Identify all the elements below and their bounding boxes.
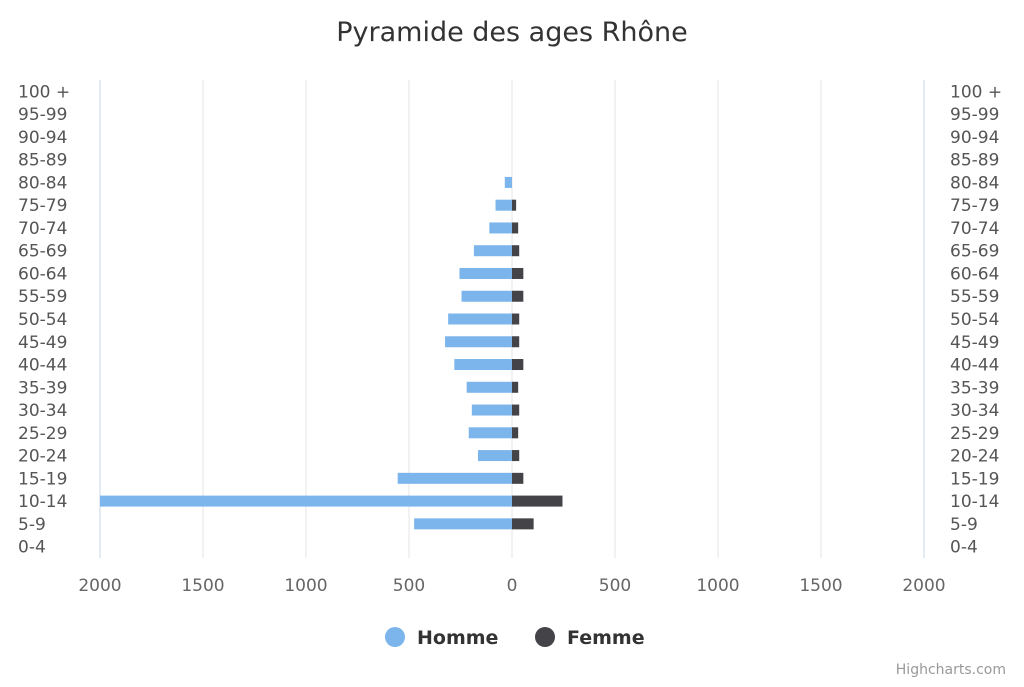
category-label-left: 35-39	[18, 378, 67, 398]
category-label-left: 55-59	[18, 287, 67, 307]
category-label-left: 85-89	[18, 151, 67, 171]
bar-femme-5-9[interactable]	[512, 518, 534, 530]
bar-femme-75-79[interactable]	[512, 199, 517, 211]
category-label-right: 35-39	[950, 378, 999, 398]
category-label-right: 25-29	[950, 424, 999, 444]
x-axis-tick-labels: 2000 1500 1000 500 0 500 1000 1500 2000	[78, 576, 945, 596]
bar-homme-20-24[interactable]	[478, 450, 512, 462]
bar-femme-40-44[interactable]	[512, 359, 524, 371]
legend[interactable]: Homme Femme	[385, 627, 645, 649]
category-label-left: 25-29	[18, 424, 67, 444]
bar-homme-35-39[interactable]	[466, 381, 512, 393]
category-label-left: 10-14	[18, 492, 67, 512]
bar-femme-35-39[interactable]	[512, 381, 519, 393]
category-label-left: 45-49	[18, 333, 67, 353]
category-label-left: 40-44	[18, 356, 67, 376]
bars	[100, 176, 563, 530]
chart-title: Pyramide des ages Rhône	[336, 17, 688, 48]
bar-femme-30-34[interactable]	[512, 404, 520, 416]
x-tick-label: 0	[507, 576, 518, 596]
bar-homme-70-74[interactable]	[489, 222, 512, 234]
category-label-right: 100 +	[950, 82, 1002, 102]
category-label-right: 20-24	[950, 447, 999, 467]
bar-homme-45-49[interactable]	[445, 336, 512, 348]
category-label-right: 50-54	[950, 310, 999, 330]
category-label-left: 60-64	[18, 264, 67, 284]
bar-femme-45-49[interactable]	[512, 336, 520, 348]
category-label-left: 15-19	[18, 469, 67, 489]
legend-label-femme: Femme	[567, 627, 645, 649]
category-label-left: 100 +	[18, 82, 70, 102]
credits-link[interactable]: Highcharts.com	[896, 662, 1006, 678]
category-label-right: 55-59	[950, 287, 999, 307]
category-label-left: 5-9	[18, 515, 46, 535]
legend-label-homme: Homme	[417, 627, 498, 649]
bar-homme-5-9[interactable]	[414, 518, 512, 530]
category-label-right: 95-99	[950, 105, 999, 125]
category-label-right: 75-79	[950, 196, 999, 216]
bar-femme-50-54[interactable]	[512, 313, 520, 325]
bar-femme-25-29[interactable]	[512, 427, 519, 439]
legend-item-homme[interactable]: Homme	[385, 627, 498, 649]
bar-homme-50-54[interactable]	[448, 313, 512, 325]
bar-femme-10-14[interactable]	[512, 495, 563, 507]
bar-femme-65-69[interactable]	[512, 245, 520, 257]
category-label-left: 20-24	[18, 447, 67, 467]
category-label-right: 5-9	[950, 515, 978, 535]
bar-homme-75-79[interactable]	[495, 199, 512, 211]
category-label-right: 85-89	[950, 151, 999, 171]
category-label-left: 0-4	[18, 538, 46, 558]
category-label-left: 75-79	[18, 196, 67, 216]
category-label-left: 95-99	[18, 105, 67, 125]
category-label-right: 10-14	[950, 492, 999, 512]
bar-femme-60-64[interactable]	[512, 267, 524, 279]
x-tick-label: 2000	[78, 576, 121, 596]
x-tick-label: 1500	[799, 576, 842, 596]
bar-homme-30-34[interactable]	[471, 404, 512, 416]
category-label-left: 30-34	[18, 401, 67, 421]
legend-item-femme[interactable]: Femme	[535, 627, 645, 649]
category-label-left: 90-94	[18, 128, 67, 148]
bar-homme-60-64[interactable]	[459, 267, 512, 279]
bar-homme-65-69[interactable]	[473, 245, 512, 257]
bar-homme-15-19[interactable]	[397, 472, 512, 484]
bar-femme-20-24[interactable]	[512, 450, 520, 462]
x-tick-label: 2000	[902, 576, 945, 596]
category-label-left: 70-74	[18, 219, 67, 239]
legend-marker-homme	[385, 627, 405, 647]
x-tick-label: 500	[393, 576, 425, 596]
category-label-right: 30-34	[950, 401, 999, 421]
x-tick-label: 500	[599, 576, 631, 596]
category-label-right: 40-44	[950, 356, 999, 376]
category-label-right: 45-49	[950, 333, 999, 353]
category-label-right: 65-69	[950, 242, 999, 262]
bar-homme-55-59[interactable]	[461, 290, 512, 302]
x-tick-label: 1000	[696, 576, 739, 596]
category-label-right: 80-84	[950, 173, 999, 193]
bar-femme-55-59[interactable]	[512, 290, 524, 302]
category-label-left: 50-54	[18, 310, 67, 330]
category-label-right: 15-19	[950, 469, 999, 489]
bar-homme-80-84[interactable]	[504, 176, 512, 188]
category-label-left: 65-69	[18, 242, 67, 262]
category-label-right: 70-74	[950, 219, 999, 239]
bar-homme-25-29[interactable]	[468, 427, 512, 439]
category-label-left: 80-84	[18, 173, 67, 193]
bar-homme-40-44[interactable]	[454, 359, 512, 371]
category-label-right: 60-64	[950, 264, 999, 284]
category-label-right: 0-4	[950, 538, 978, 558]
x-tick-label: 1500	[181, 576, 224, 596]
bar-homme-10-14[interactable]	[100, 495, 512, 507]
x-tick-label: 1000	[284, 576, 327, 596]
bar-femme-70-74[interactable]	[512, 222, 519, 234]
bar-femme-15-19[interactable]	[512, 472, 524, 484]
legend-marker-femme	[535, 627, 555, 647]
category-label-right: 90-94	[950, 128, 999, 148]
